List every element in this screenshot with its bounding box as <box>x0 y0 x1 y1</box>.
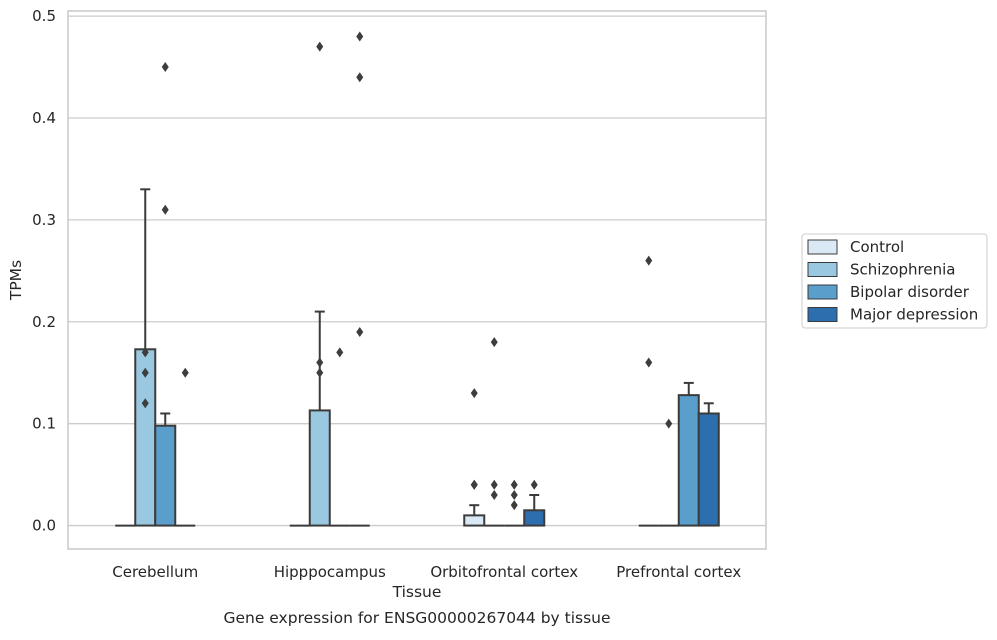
y-tick-label: 0.3 <box>32 211 56 229</box>
legend-swatch <box>807 307 838 322</box>
outlier-point <box>490 479 498 490</box>
bar <box>308 409 331 527</box>
outlier-point <box>316 367 324 378</box>
outlier-point <box>490 337 498 348</box>
outlier-point <box>141 347 149 358</box>
legend-label: Schizophrenia <box>850 261 955 279</box>
outlier-point <box>470 388 478 399</box>
bar <box>463 514 486 527</box>
outlier-point <box>316 41 324 52</box>
y-tick-label: 0.2 <box>32 313 56 331</box>
bar <box>697 412 720 527</box>
bar <box>523 509 546 527</box>
y-tick-label: 0.0 <box>32 517 56 535</box>
y-tick-label: 0.1 <box>32 415 56 433</box>
legend-label: Major depression <box>850 306 978 324</box>
x-tick-labels: Cerebellum Hipppocampus Orbitofrontal cort… <box>112 563 741 581</box>
plot-background <box>68 11 766 549</box>
x-tick-label: Orbitofrontal cortex <box>430 563 578 581</box>
plot-frame <box>67 10 767 550</box>
y-axis-title: TPMs <box>7 260 25 301</box>
legend-swatch <box>807 262 838 277</box>
outlier-point <box>665 418 673 429</box>
legend: Control Schizophrenia Bipolar disorder Majo… <box>801 233 988 329</box>
outlier-point <box>645 357 653 368</box>
outlier-point <box>510 500 518 511</box>
outlier-points <box>141 31 673 511</box>
outlier-point <box>356 72 364 83</box>
outlier-point <box>181 367 189 378</box>
x-tick-label: Hipppocampus <box>274 563 386 581</box>
x-axis-title: Tissue <box>392 583 442 601</box>
outlier-point <box>530 479 538 490</box>
y-tick-label: 0.4 <box>32 109 56 127</box>
chart-caption: Gene expression for ENSG00000267044 by t… <box>223 609 610 627</box>
outlier-point <box>161 62 169 73</box>
bar <box>154 424 177 527</box>
outlier-point <box>161 204 169 215</box>
outlier-point <box>470 479 478 490</box>
legend-label: Control <box>850 238 904 256</box>
outlier-point <box>645 255 653 266</box>
x-tick-label: Prefrontal cortex <box>616 563 741 581</box>
bar <box>677 394 700 527</box>
outlier-point <box>490 489 498 500</box>
outlier-point <box>316 357 324 368</box>
outlier-point <box>141 398 149 409</box>
outlier-point <box>356 326 364 337</box>
legend-swatch <box>807 239 838 255</box>
legend-frame <box>801 233 988 329</box>
outlier-point <box>356 31 364 42</box>
x-tick-label: Cerebellum <box>112 563 198 581</box>
y-tick-label: 0.5 <box>32 7 56 25</box>
outlier-point <box>336 347 344 358</box>
legend-label: Bipolar disorder <box>850 283 970 301</box>
outlier-point <box>141 367 149 378</box>
outlier-point <box>510 489 518 500</box>
legend-swatch <box>807 284 838 300</box>
outlier-point <box>510 479 518 490</box>
y-tick-labels: 0.0 0.1 0.2 0.3 0.4 0.5 <box>32 7 56 534</box>
